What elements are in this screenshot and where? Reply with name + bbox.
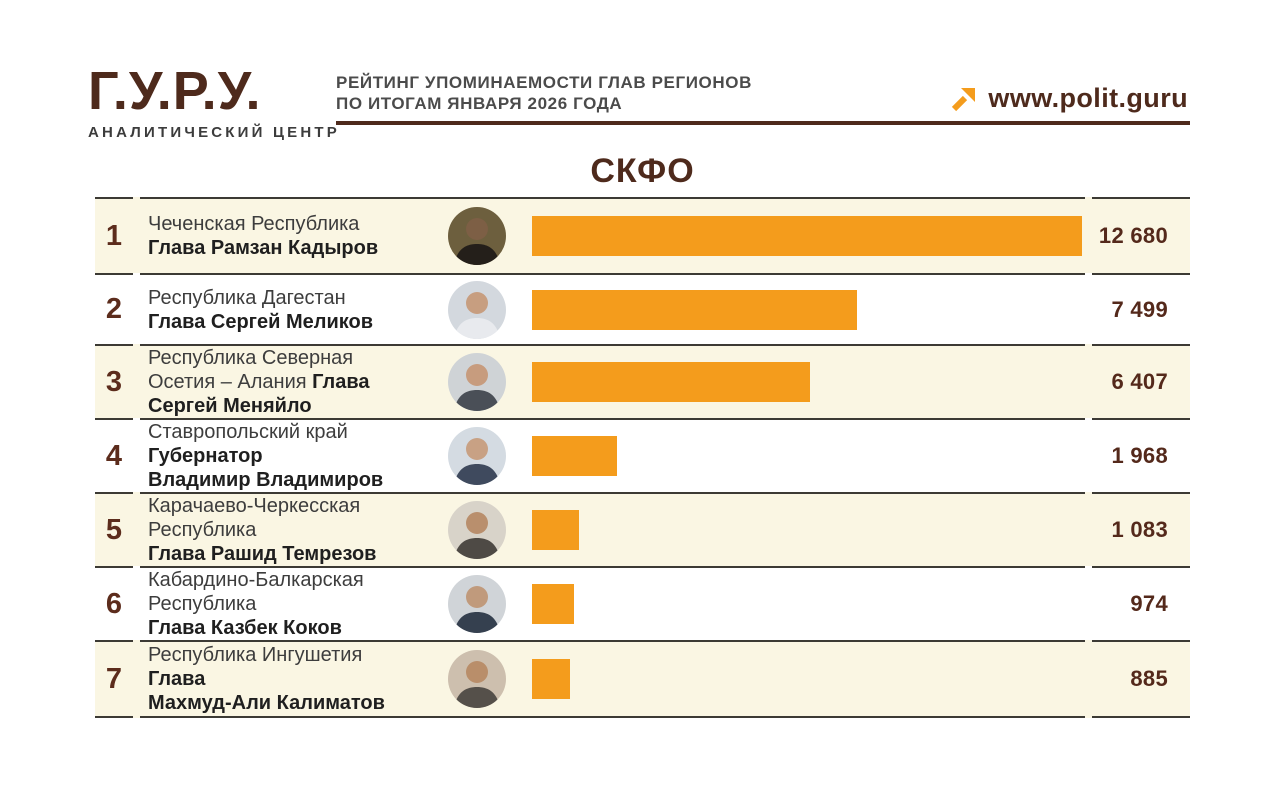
website-link[interactable]: www.polit.guru bbox=[951, 83, 1190, 114]
rank-number: 1 bbox=[95, 197, 133, 273]
head-name: Глава Сергей Меняйло bbox=[148, 371, 370, 417]
bar-track bbox=[532, 289, 1082, 330]
head-name: Глава Махмуд-Али Калиматов bbox=[148, 668, 385, 714]
report-title-line2: ПО ИТОГАМ ЯНВАРЯ 2026 ГОДА bbox=[336, 94, 623, 113]
brand-logo: Г.У.Р.У. АНАЛИТИЧЕСКИЙ ЦЕНТР bbox=[88, 61, 340, 142]
row-main: Кабардино-Балкарская Республика Глава Ка… bbox=[140, 566, 1085, 640]
head-photo bbox=[448, 353, 506, 411]
header-right: РЕЙТИНГ УПОМИНАЕМОСТИ ГЛАВ РЕГИОНОВ ПО И… bbox=[336, 66, 1190, 125]
mentions-bar bbox=[532, 216, 1082, 256]
bar-track bbox=[532, 362, 1082, 402]
rank-number: 6 bbox=[95, 566, 133, 640]
region-head-text: Ставропольский край Губернатор Владимир … bbox=[148, 420, 448, 492]
region-head-text: Чеченская Республика Глава Рамзан Кадыро… bbox=[148, 212, 448, 260]
head-photo bbox=[448, 575, 506, 633]
section-title: СКФО bbox=[590, 152, 695, 190]
bar-track bbox=[532, 584, 1082, 624]
head-photo bbox=[448, 650, 506, 708]
head-photo bbox=[448, 501, 506, 559]
region-head-text: Республика Северная Осетия – Алания Глав… bbox=[148, 346, 448, 418]
head-name: Глава Рамзан Кадыров bbox=[148, 237, 379, 259]
table-row: 6 Кабардино-Балкарская Республика Глава … bbox=[95, 566, 1190, 640]
head-name: Глава Рашид Темрезов bbox=[148, 543, 377, 565]
region-name: Республика Ингушетия bbox=[148, 644, 363, 666]
rank-number: 7 bbox=[95, 640, 133, 718]
head-name: Глава Сергей Меликов bbox=[148, 310, 374, 333]
brand-logo-text: Г.У.Р.У. bbox=[88, 61, 262, 121]
table-row: 2 Республика Дагестан Глава Сергей Мелик… bbox=[95, 273, 1190, 344]
report-title: РЕЙТИНГ УПОМИНАЕМОСТИ ГЛАВ РЕГИОНОВ ПО И… bbox=[336, 72, 752, 114]
table-row: 1 Чеченская Республика Глава Рамзан Кады… bbox=[95, 197, 1190, 273]
table-row: 4 Ставропольский край Губернатор Владими… bbox=[95, 418, 1190, 492]
rank-number: 4 bbox=[95, 418, 133, 492]
mentions-value: 7 499 bbox=[1092, 273, 1190, 344]
region-name: Республика Северная Осетия – Алания bbox=[148, 347, 354, 393]
mentions-value: 974 bbox=[1092, 566, 1190, 640]
mentions-bar bbox=[532, 289, 858, 330]
region-head-text: Республика Ингушетия Глава Махмуд-Али Ка… bbox=[148, 643, 448, 715]
head-name: Губернатор Владимир Владимиров bbox=[148, 445, 384, 491]
rank-number: 3 bbox=[95, 344, 133, 418]
mentions-bar bbox=[532, 584, 575, 624]
row-main: Чеченская Республика Глава Рамзан Кадыро… bbox=[140, 197, 1085, 273]
table-row: 5 Карачаево-Черкесская Республика Глава … bbox=[95, 492, 1190, 566]
head-photo bbox=[448, 280, 506, 339]
region-name: Республика Дагестан bbox=[148, 286, 346, 309]
mentions-bar bbox=[532, 362, 810, 402]
row-main: Ставропольский край Губернатор Владимир … bbox=[140, 418, 1085, 492]
bar-track bbox=[532, 510, 1082, 550]
table-row: 3 Республика Северная Осетия – Алания Гл… bbox=[95, 344, 1190, 418]
row-main: Карачаево-Черкесская Республика Глава Ра… bbox=[140, 492, 1085, 566]
head-photo bbox=[448, 427, 506, 485]
row-main: Республика Ингушетия Глава Махмуд-Али Ка… bbox=[140, 640, 1085, 718]
brand-tagline: АНАЛИТИЧЕСКИЙ ЦЕНТР bbox=[88, 124, 340, 142]
region-head-text: Карачаево-Черкесская Республика Глава Ра… bbox=[148, 494, 448, 566]
bar-track bbox=[532, 216, 1082, 256]
region-name: Чеченская Республика bbox=[148, 213, 360, 235]
rank-number: 5 bbox=[95, 492, 133, 566]
mentions-bar bbox=[532, 436, 618, 476]
region-name: Кабардино-Балкарская Республика bbox=[148, 569, 364, 615]
head-name: Глава Казбек Коков bbox=[148, 617, 342, 639]
mentions-value: 1 083 bbox=[1092, 492, 1190, 566]
website-url: www.polit.guru bbox=[988, 83, 1188, 113]
ranking-table: 1 Чеченская Республика Глава Рамзан Кады… bbox=[95, 197, 1190, 718]
bar-track bbox=[532, 436, 1082, 476]
region-head-text: Кабардино-Балкарская Республика Глава Ка… bbox=[148, 568, 448, 640]
rank-number: 2 bbox=[95, 273, 133, 344]
table-row: 7 Республика Ингушетия Глава Махмуд-Али … bbox=[95, 640, 1190, 718]
arrow-up-right-icon bbox=[952, 87, 976, 111]
mentions-value: 6 407 bbox=[1092, 344, 1190, 418]
mentions-value: 1 968 bbox=[1092, 418, 1190, 492]
mentions-bar bbox=[532, 659, 571, 699]
region-name: Ставропольский край bbox=[148, 421, 348, 443]
region-head-text: Республика Дагестан Глава Сергей Меликов bbox=[148, 286, 448, 334]
report-title-line1: РЕЙТИНГ УПОМИНАЕМОСТИ ГЛАВ РЕГИОНОВ bbox=[336, 73, 752, 92]
mentions-value: 885 bbox=[1092, 640, 1190, 718]
head-photo bbox=[448, 207, 506, 265]
row-main: Республика Северная Осетия – Алания Глав… bbox=[140, 344, 1085, 418]
mentions-value: 12 680 bbox=[1092, 197, 1190, 273]
mentions-bar bbox=[532, 510, 579, 550]
region-name: Карачаево-Черкесская Республика bbox=[148, 495, 361, 541]
bar-track bbox=[532, 659, 1082, 699]
header: Г.У.Р.У. АНАЛИТИЧЕСКИЙ ЦЕНТР РЕЙТИНГ УПО… bbox=[88, 61, 1190, 142]
row-main: Республика Дагестан Глава Сергей Меликов bbox=[140, 273, 1085, 344]
